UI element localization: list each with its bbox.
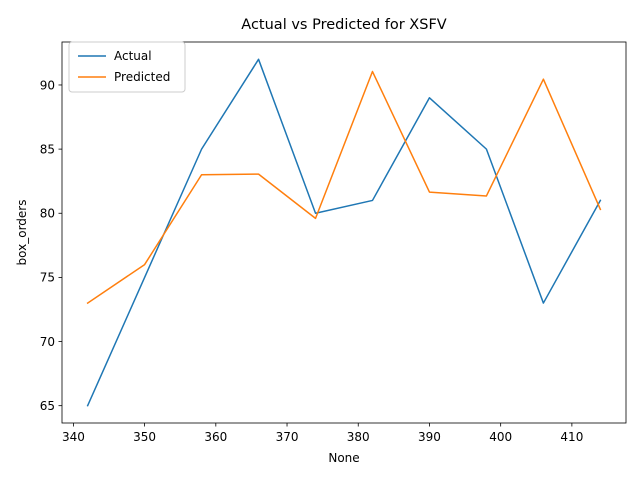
plot-frame xyxy=(61,41,627,424)
x-axis-title: None xyxy=(328,451,359,465)
x-tick-label: 390 xyxy=(418,430,441,444)
series-line-actual xyxy=(86,58,602,407)
y-tick-label: 70 xyxy=(40,335,55,349)
legend-box xyxy=(68,41,186,93)
x-tick-label: 360 xyxy=(204,430,227,444)
plot-area xyxy=(62,42,626,423)
y-axis: 65 70 75 80 85 90 xyxy=(40,78,62,413)
legend-label-actual: Actual xyxy=(114,49,152,63)
y-tick-label: 90 xyxy=(40,78,55,92)
series-line-predicted xyxy=(86,70,602,305)
y-tick-label: 65 xyxy=(40,399,55,413)
x-tick-label: 400 xyxy=(489,430,512,444)
x-tick-label: 380 xyxy=(347,430,370,444)
x-tick-label: 350 xyxy=(133,430,156,444)
x-axis: 340 350 360 370 380 390 400 410 xyxy=(62,423,583,444)
series-layer xyxy=(86,58,602,407)
legend-label-predicted: Predicted xyxy=(114,70,170,84)
chart-title: Actual vs Predicted for XSFV xyxy=(241,17,446,33)
x-tick-label: 340 xyxy=(62,430,85,444)
legend: Actual Predicted xyxy=(68,41,186,93)
x-tick-label: 370 xyxy=(276,430,299,444)
y-axis-title: box_orders xyxy=(15,200,29,266)
y-tick-label: 85 xyxy=(40,142,55,156)
y-tick-label: 80 xyxy=(40,207,55,221)
x-tick-label: 410 xyxy=(560,430,583,444)
y-tick-label: 75 xyxy=(40,271,55,285)
